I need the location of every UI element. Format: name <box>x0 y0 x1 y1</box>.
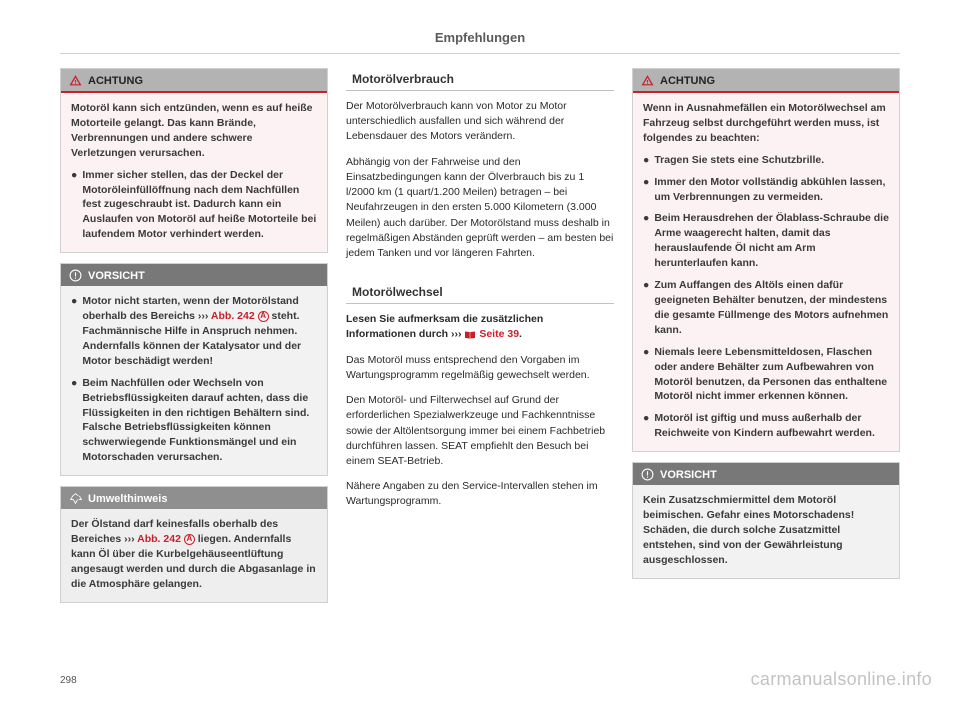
bullet-dot: ● <box>71 168 77 243</box>
achtung2-b6: ●Motoröl ist giftig und muss außerhalb d… <box>643 411 889 441</box>
achtung-head: ACHTUNG <box>61 69 327 93</box>
column-1: ACHTUNG Motoröl kann sich entzünden, wen… <box>60 68 328 613</box>
s2-p2: Das Motoröl muss entsprechend den Vorgab… <box>346 353 614 383</box>
umwelt-label: Umwelthinweis <box>88 493 167 505</box>
achtung1-b1: ●Immer sicher stellen, das der Deckel de… <box>71 168 317 243</box>
achtung2-b5: ●Niemals leere Lebensmitteldosen, Flasch… <box>643 345 889 405</box>
achtung-body-2: Wenn in Ausnahmefällen ein Motorölwechse… <box>633 93 899 451</box>
vorsicht-head-2: VORSICHT <box>633 463 899 485</box>
ref-seite39: Seite 39 <box>479 328 519 340</box>
s2-p1: Lesen Sie aufmerksam die zusätzlichen In… <box>346 312 614 342</box>
vorsicht-box-2: VORSICHT Kein Zusatzschmiermittel dem Mo… <box>632 462 900 579</box>
achtung1-b1-text: Immer sicher stellen, das der Deckel der… <box>82 168 317 243</box>
achtung2-b2: ●Immer den Motor vollständig abkühlen la… <box>643 175 889 205</box>
vorsicht-body-2: Kein Zusatzschmiermittel dem Motoröl bei… <box>633 485 899 578</box>
achtung2-b5-text: Niemals leere Lebensmitteldosen, Flasche… <box>654 345 889 405</box>
bullet-dot: ● <box>643 211 649 271</box>
s1-p2: Abhängig von der Fahrweise und den Einsa… <box>346 155 614 262</box>
umwelt-body: Der Ölstand darf keinesfalls oberhalb de… <box>61 509 327 602</box>
achtung2-b4-text: Zum Auffangen des Altöls einen dafür gee… <box>654 278 889 338</box>
achtung2-p1: Wenn in Ausnahmefällen ein Motorölwechse… <box>643 101 889 146</box>
achtung2-b2-text: Immer den Motor vollständig abkühlen las… <box>654 175 889 205</box>
vorsicht-label: VORSICHT <box>88 270 145 282</box>
ref-abb242-2: Abb. 242 <box>137 533 181 545</box>
page-header: Empfehlungen <box>60 30 900 54</box>
column-2: Motorölverbrauch Der Motorölverbrauch ka… <box>346 68 614 613</box>
bullet-dot: ● <box>643 411 649 441</box>
vorsicht1-b1: ● Motor nicht starten, wenn der Motoröls… <box>71 294 317 369</box>
vorsicht-label-2: VORSICHT <box>660 469 717 481</box>
umwelt-box: Umwelthinweis Der Ölstand darf keinesfal… <box>60 486 328 603</box>
vorsicht-box-1: VORSICHT ● Motor nicht starten, wenn der… <box>60 263 328 476</box>
ref-abb242-1: Abb. 242 <box>211 310 255 322</box>
bullet-dot: ● <box>643 278 649 338</box>
caution-icon <box>69 269 82 282</box>
column-3: ACHTUNG Wenn in Ausnahmefällen ein Motor… <box>632 68 900 613</box>
column-layout: ACHTUNG Motoröl kann sich entzünden, wen… <box>60 68 900 613</box>
achtung2-b3: ●Beim Herausdrehen der Ölablass-Schraube… <box>643 211 889 271</box>
vorsicht-body-1: ● Motor nicht starten, wenn der Motoröls… <box>61 286 327 475</box>
s2-p3: Den Motoröl- und Filterwechsel auf Grund… <box>346 393 614 469</box>
warning-icon <box>641 74 654 87</box>
achtung-label-2: ACHTUNG <box>660 75 715 87</box>
achtung2-b4: ●Zum Auffangen des Altöls einen dafür ge… <box>643 278 889 338</box>
warning-icon <box>69 74 82 87</box>
achtung-head-2: ACHTUNG <box>633 69 899 93</box>
s1-p1: Der Motorölverbrauch kann von Motor zu M… <box>346 99 614 145</box>
vorsicht1-b2: ●Beim Nachfüllen oder Wechseln von Betri… <box>71 376 317 465</box>
achtung2-b1: ● Tragen Sie stets eine Schutzbrille. <box>643 153 889 168</box>
achtung-label: ACHTUNG <box>88 75 143 87</box>
umwelt-head: Umwelthinweis <box>61 487 327 509</box>
book-icon <box>464 330 476 340</box>
caution-icon <box>641 468 654 481</box>
vorsicht1-b2-text: Beim Nachfüllen oder Wechseln von Betrie… <box>82 376 317 465</box>
achtung-box-1: ACHTUNG Motoröl kann sich entzünden, wen… <box>60 68 328 253</box>
achtung2-b3-text: Beim Herausdrehen der Ölablass-Schraube … <box>654 211 889 271</box>
recycle-icon <box>69 492 82 505</box>
watermark: carmanualsonline.info <box>751 669 932 690</box>
section-title-1: Motorölverbrauch <box>346 70 614 91</box>
spacer <box>346 271 614 281</box>
vorsicht1-b1-text: Motor nicht starten, wenn der Motorölsta… <box>82 294 317 369</box>
bullet-dot: ● <box>643 345 649 405</box>
s2-p4: Nähere Angaben zu den Service-Intervalle… <box>346 479 614 509</box>
bullet-dot: ● <box>643 175 649 205</box>
section-title-2: Motorölwechsel <box>346 283 614 304</box>
achtung1-p1: Motoröl kann sich entzünden, wenn es auf… <box>71 101 317 161</box>
ref-circle-a-2: A <box>184 534 195 545</box>
achtung2-b1-text: Tragen Sie stets eine Schutzbrille. <box>654 153 824 168</box>
achtung2-b6-text: Motoröl ist giftig und muss außerhalb de… <box>654 411 889 441</box>
umwelt-p1: Der Ölstand darf keinesfalls oberhalb de… <box>71 517 317 592</box>
bullet-dot: ● <box>71 294 77 369</box>
page-number: 298 <box>60 675 77 686</box>
bullet-dot: ● <box>71 376 77 465</box>
achtung-box-2: ACHTUNG Wenn in Ausnahmefällen ein Motor… <box>632 68 900 452</box>
manual-page: Empfehlungen ACHTUNG Motoröl kann sich e… <box>0 0 960 708</box>
achtung-body-1: Motoröl kann sich entzünden, wenn es auf… <box>61 93 327 252</box>
ref-circle-a-1: A <box>258 311 269 322</box>
bullet-dot: ● <box>643 153 649 168</box>
vorsicht2-p1: Kein Zusatzschmiermittel dem Motoröl bei… <box>643 493 889 568</box>
vorsicht-head: VORSICHT <box>61 264 327 286</box>
